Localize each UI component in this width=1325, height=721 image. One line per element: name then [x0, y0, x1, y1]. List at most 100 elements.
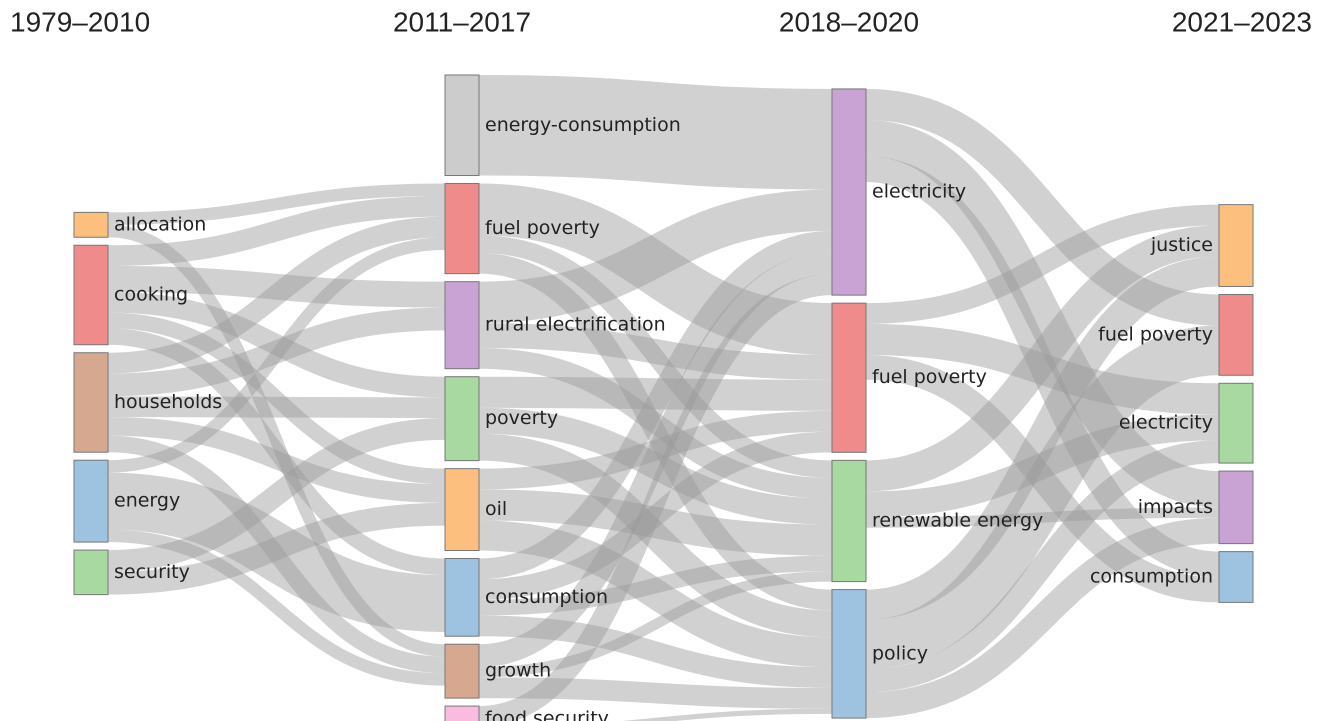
node-label: cooking [114, 283, 188, 305]
node-label: fuel poverty [485, 217, 600, 239]
node-label: fuel poverty [1098, 323, 1213, 345]
link [478, 615, 833, 689]
node [831, 459, 867, 583]
node [444, 281, 480, 370]
node-label: policy [872, 642, 928, 664]
link [478, 274, 833, 721]
node [444, 468, 480, 551]
node [444, 705, 480, 721]
link [478, 571, 833, 678]
link [107, 472, 446, 633]
link [107, 195, 446, 266]
link [107, 416, 446, 503]
node-label: impacts [1138, 496, 1213, 518]
link [865, 225, 1220, 492]
link [865, 354, 1220, 603]
node [1218, 382, 1254, 464]
link [478, 251, 833, 668]
link [478, 252, 833, 611]
link [478, 520, 833, 668]
node-label: food security [485, 708, 609, 721]
link [107, 502, 446, 595]
node-label: electricity [1119, 412, 1213, 434]
link [107, 291, 446, 398]
node-label: consumption [485, 586, 608, 608]
node-label: fuel poverty [872, 366, 987, 388]
link [478, 677, 833, 709]
link [478, 235, 833, 478]
node [1218, 293, 1254, 376]
link [107, 418, 446, 572]
node-label: poverty [485, 407, 558, 429]
link [107, 312, 446, 485]
link [478, 230, 833, 580]
node [831, 88, 867, 296]
link [107, 396, 446, 419]
link [865, 440, 1220, 693]
node-label: households [114, 391, 222, 413]
links [107, 75, 1221, 721]
node [831, 302, 867, 453]
node-label: rural electrification [485, 314, 666, 336]
column-heading: 2021–2023 [1172, 6, 1312, 37]
link [107, 265, 446, 308]
link [107, 237, 446, 473]
link [107, 529, 446, 686]
link [478, 489, 833, 556]
node [444, 376, 480, 462]
node [444, 183, 480, 275]
link [478, 75, 833, 190]
node [73, 244, 109, 346]
link [865, 120, 1220, 508]
link [107, 216, 446, 374]
node [73, 211, 109, 238]
node [444, 557, 480, 637]
node [73, 459, 109, 543]
node [444, 643, 480, 699]
node-label: energy-consumption [485, 114, 681, 136]
link [865, 517, 1220, 719]
link [478, 407, 833, 525]
link [478, 189, 833, 324]
node-label: energy [114, 490, 180, 512]
link [865, 256, 1220, 620]
link [478, 376, 833, 411]
link [622, 708, 833, 721]
link [107, 224, 446, 657]
node-label: security [114, 561, 190, 583]
node-label: allocation [114, 213, 206, 235]
column-heading: 2018–2020 [779, 6, 919, 37]
node [831, 589, 867, 719]
link [865, 88, 1220, 326]
node-label: growth [485, 660, 551, 682]
column-heading: 1979–2010 [10, 6, 150, 37]
link [107, 183, 446, 225]
link [107, 435, 446, 674]
link [478, 555, 833, 616]
link [478, 183, 833, 355]
link [107, 328, 446, 576]
link [478, 433, 833, 638]
node [1218, 551, 1254, 603]
link [865, 414, 1220, 518]
link [865, 204, 1220, 324]
node [1218, 470, 1254, 545]
node-label: consumption [1090, 566, 1213, 588]
link [107, 307, 446, 397]
link [478, 323, 833, 380]
nodes: allocation cooking households energy securit… [73, 74, 1254, 721]
node [1218, 204, 1254, 287]
link [865, 156, 1220, 578]
node-label: justice [1150, 234, 1213, 256]
link [478, 347, 833, 499]
link [865, 507, 1220, 528]
node-label: oil [485, 498, 507, 520]
node-label: electricity [872, 181, 966, 203]
node [73, 352, 109, 453]
link [478, 410, 833, 490]
node [444, 74, 480, 177]
column-heading: 2011–2017 [393, 6, 531, 37]
link [478, 431, 833, 600]
link [865, 323, 1220, 415]
